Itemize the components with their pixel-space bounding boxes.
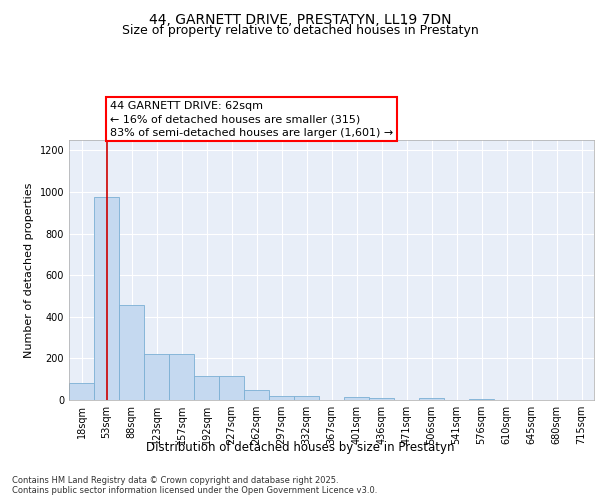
Bar: [244, 390, 269, 400]
Bar: [344, 397, 369, 400]
Bar: [69, 384, 94, 400]
Bar: [194, 376, 219, 400]
Bar: [169, 354, 194, 400]
Bar: [219, 376, 244, 400]
Text: 44 GARNETT DRIVE: 62sqm
← 16% of detached houses are smaller (315)
83% of semi-d: 44 GARNETT DRIVE: 62sqm ← 16% of detache…: [110, 101, 393, 138]
Bar: [144, 354, 169, 400]
Bar: [119, 306, 144, 400]
Text: 44, GARNETT DRIVE, PRESTATYN, LL19 7DN: 44, GARNETT DRIVE, PRESTATYN, LL19 7DN: [149, 12, 451, 26]
Text: Contains HM Land Registry data © Crown copyright and database right 2025.
Contai: Contains HM Land Registry data © Crown c…: [12, 476, 377, 495]
Bar: [369, 398, 394, 400]
Bar: [94, 197, 119, 400]
Bar: [469, 399, 494, 400]
Bar: [419, 398, 444, 400]
Text: Distribution of detached houses by size in Prestatyn: Distribution of detached houses by size …: [146, 441, 454, 454]
Bar: [294, 396, 319, 400]
Text: Size of property relative to detached houses in Prestatyn: Size of property relative to detached ho…: [122, 24, 478, 37]
Y-axis label: Number of detached properties: Number of detached properties: [24, 182, 34, 358]
Bar: [269, 396, 294, 400]
